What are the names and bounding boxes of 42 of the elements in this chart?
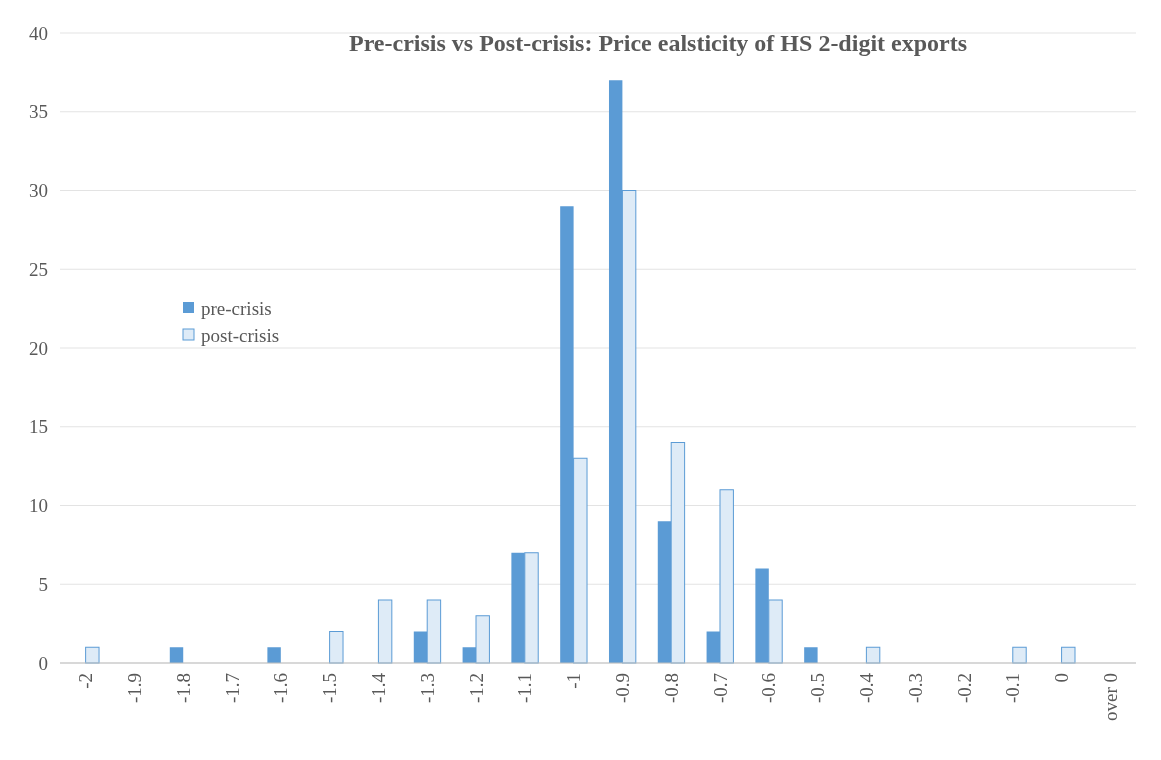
x-tick-label: over 0 [1100,673,1122,722]
bar [804,647,818,663]
x-tick-label: -0.5 [807,673,829,704]
x-tick-label: -1.5 [319,673,341,704]
y-tick-label: 5 [38,573,48,595]
x-tick-label: -0.4 [856,672,878,704]
x-tick-label: -1.6 [270,673,292,704]
bar [1061,646,1076,664]
bar [169,647,184,663]
y-tick-label: 20 [29,337,48,359]
legend-label: post-crisis [201,324,280,346]
x-tick-label: -1.7 [221,673,243,704]
x-tick-label: -1.4 [368,672,390,704]
chart-title: Pre-crisis vs Post-crisis: Price ealsticity of HS 2-digit exports [348,30,968,56]
x-tick-label: -1.1 [514,673,536,704]
y-tick-label: 40 [29,22,48,44]
x-tick-label: -0.2 [953,673,975,704]
bar [1012,646,1027,664]
bar [377,599,393,664]
x-tick-label: -0.7 [709,673,731,704]
x-tick-label: -1.9 [124,673,146,704]
x-tick-label: 0 [1051,673,1073,683]
x-tick-label: -2 [75,673,97,689]
x-tick-label: -1.8 [172,673,194,704]
x-tick-label: -1.3 [416,673,438,704]
y-tick-label: 15 [29,416,48,438]
bar [267,647,281,663]
x-tick-label: -0.3 [904,673,926,704]
bar [85,646,100,664]
x-tick-label: -0.9 [612,673,634,704]
y-tick-label: 10 [29,495,48,517]
x-tick-label: -0.8 [660,673,682,704]
x-tick-label: -0.6 [758,673,780,704]
x-tick-label: -1.2 [465,673,487,704]
y-tick-label: 35 [29,101,48,123]
bar [329,631,344,664]
y-tick-label: 0 [38,652,48,674]
x-tick-label: -0.1 [1002,673,1024,704]
y-tick-label: 30 [29,180,48,202]
legend-label: pre-crisis [201,297,272,319]
y-tick-label: 25 [29,258,48,280]
x-tick-label: -1 [563,673,585,689]
